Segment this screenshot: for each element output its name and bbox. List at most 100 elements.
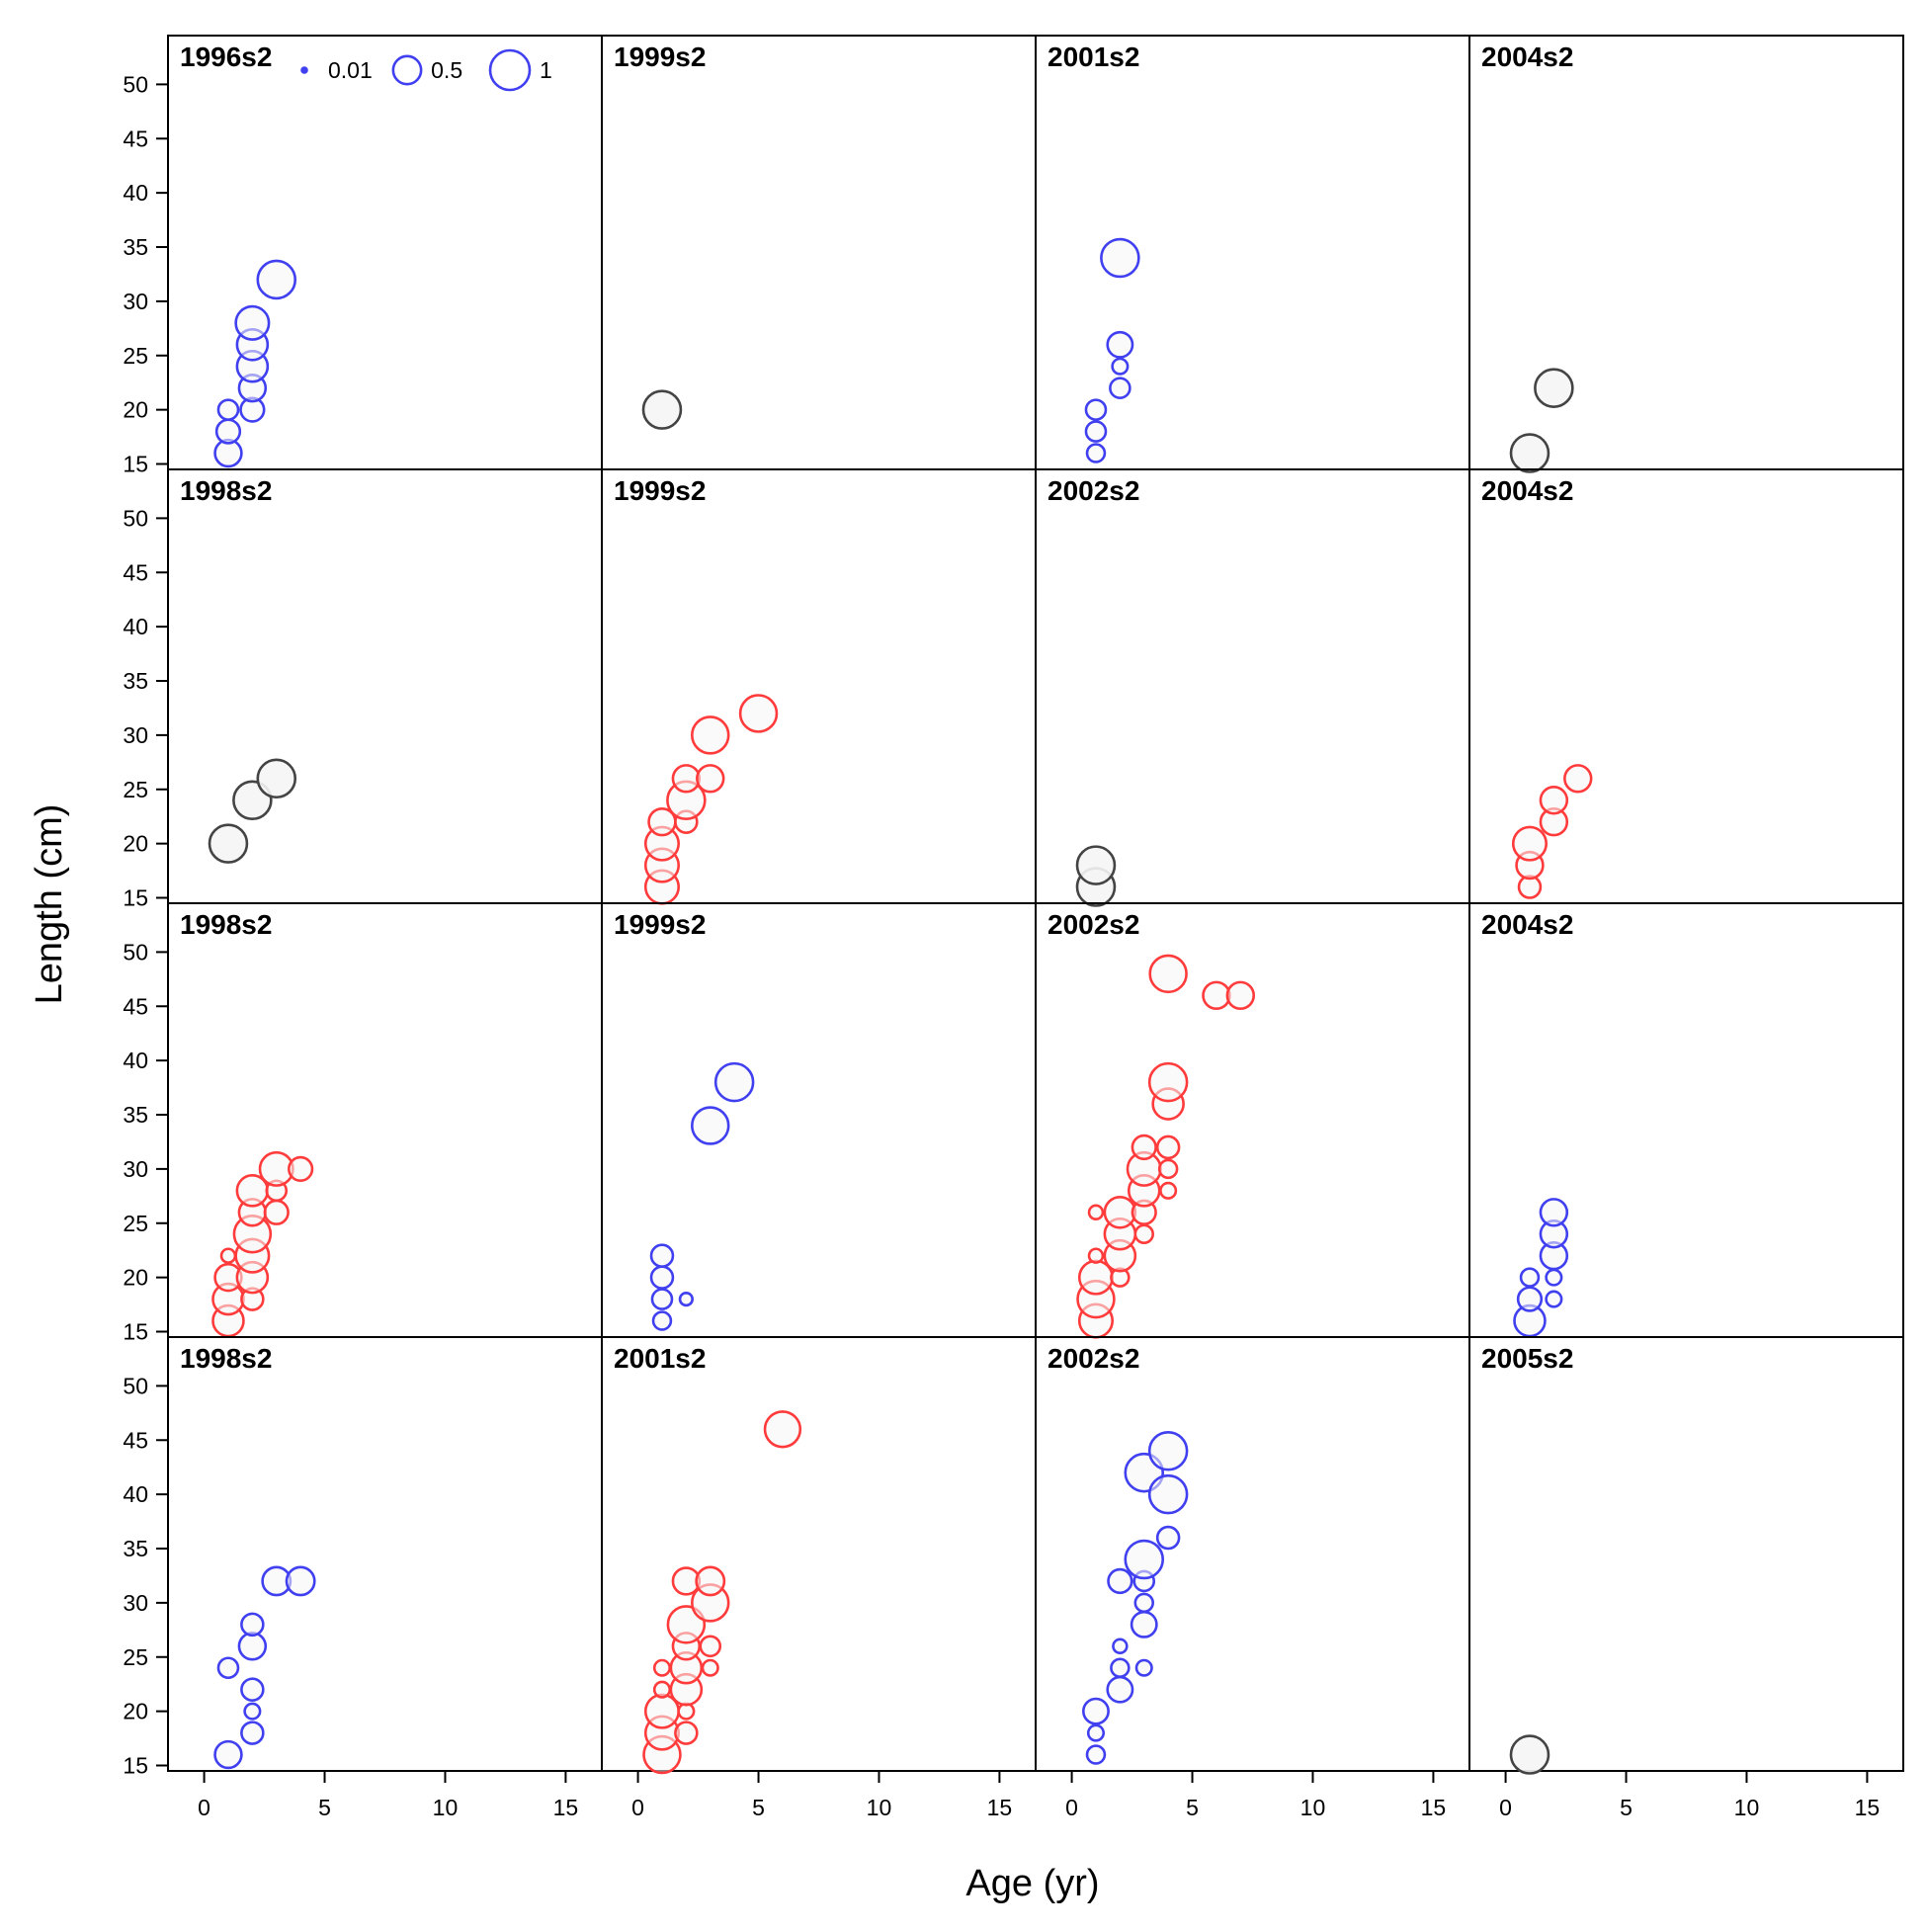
x-tick-label: 10 xyxy=(867,1795,892,1820)
y-tick-label: 40 xyxy=(123,1481,148,1507)
x-tick-label: 0 xyxy=(1499,1795,1512,1820)
bubble-point xyxy=(1130,1610,1158,1638)
x-tick-label: 0 xyxy=(631,1795,644,1820)
y-tick-label: 40 xyxy=(123,180,148,206)
panel: 1998s2 xyxy=(167,902,603,1338)
bubble-point xyxy=(240,1677,265,1702)
legend-label: 0.01 xyxy=(328,57,373,83)
panel: 2004s2 xyxy=(1468,468,1904,904)
bubble-point xyxy=(1147,1473,1189,1515)
panel-label: 1999s2 xyxy=(614,909,706,940)
bubble-point xyxy=(1084,420,1108,443)
x-tick-label: 0 xyxy=(198,1795,210,1820)
bubble-point xyxy=(652,1680,672,1699)
x-tick-label: 15 xyxy=(553,1795,579,1820)
panel-label: 1998s2 xyxy=(180,1343,272,1374)
axes-layer: 1520253035404550152025303540455015202530… xyxy=(123,71,1880,1820)
panel: 1996s2 xyxy=(167,35,603,470)
x-tick-label: 10 xyxy=(1300,1795,1326,1820)
panel-frame xyxy=(167,1336,603,1772)
bubble-point xyxy=(1509,1734,1550,1775)
bubble-point xyxy=(1157,1158,1179,1180)
bubble-point xyxy=(1155,1134,1181,1160)
panel-label: 2002s2 xyxy=(1047,1343,1139,1374)
bubble-point xyxy=(666,1605,707,1644)
x-tick-label: 5 xyxy=(752,1795,765,1820)
y-tick-label: 15 xyxy=(123,1753,148,1779)
bubble-point xyxy=(1511,825,1549,862)
legend-bubble xyxy=(300,66,308,74)
bubble-point xyxy=(1133,1223,1154,1244)
bubble-point xyxy=(1085,1744,1107,1765)
bubble-point xyxy=(1109,377,1131,399)
panel-frame xyxy=(1468,35,1904,470)
panel-label: 1999s2 xyxy=(614,475,706,506)
y-tick-label: 30 xyxy=(123,722,148,748)
legend-bubble xyxy=(391,54,423,86)
bubble-point xyxy=(208,823,249,864)
y-tick-label: 25 xyxy=(123,1644,148,1670)
bubble-point xyxy=(263,1199,290,1225)
panel-label: 2004s2 xyxy=(1481,42,1573,72)
y-tick-label: 50 xyxy=(123,71,148,97)
bubble-point xyxy=(1133,1592,1154,1614)
y-tick-label: 45 xyxy=(123,1427,148,1453)
bubble-point xyxy=(671,764,702,794)
bubble-point xyxy=(1545,1268,1563,1287)
y-tick-label: 25 xyxy=(123,777,148,802)
bubble-point xyxy=(649,1243,675,1268)
bubble-point xyxy=(649,1265,675,1290)
bubble-point xyxy=(216,1656,240,1680)
bubble-point xyxy=(691,1106,730,1145)
bubble-point xyxy=(699,1635,722,1658)
bubble-point xyxy=(1534,368,1574,408)
panel-label: 1998s2 xyxy=(180,909,272,940)
legend-label: 0.5 xyxy=(431,57,462,83)
bubble-point xyxy=(1100,237,1140,279)
legend-bubble xyxy=(488,48,532,92)
bubble-point xyxy=(1131,1134,1157,1161)
bubble-point xyxy=(1082,1697,1110,1725)
panel: 1999s2 xyxy=(601,902,1037,1338)
bubble-point xyxy=(641,389,683,430)
y-tick-label: 20 xyxy=(123,1265,148,1291)
bubble-point xyxy=(1124,1539,1165,1580)
bubble-point xyxy=(285,1565,316,1597)
panel-label: 2002s2 xyxy=(1047,909,1139,940)
y-tick-label: 30 xyxy=(123,1590,148,1616)
bubble-point xyxy=(652,1658,672,1677)
panel-label: 2001s2 xyxy=(614,1343,706,1374)
bubble-point xyxy=(240,1721,265,1745)
bubble-point xyxy=(1519,1267,1541,1288)
bubble-point xyxy=(1103,1195,1137,1229)
bubble-point xyxy=(738,694,779,733)
panel: 2002s2 xyxy=(1035,468,1470,907)
panel-label: 2004s2 xyxy=(1481,475,1573,506)
panel: 2004s2 xyxy=(1468,902,1904,1338)
bubble-point xyxy=(1516,1286,1544,1312)
bubble-point xyxy=(240,1612,265,1638)
panel-label: 1998s2 xyxy=(180,475,272,506)
bubble-point xyxy=(1159,1181,1178,1200)
bubble-point xyxy=(691,715,730,755)
bubble-point xyxy=(1106,330,1134,359)
y-tick-label: 20 xyxy=(123,397,148,423)
x-tick-label: 15 xyxy=(1421,1795,1447,1820)
bubble-point xyxy=(219,1247,237,1264)
y-tick-label: 50 xyxy=(123,1373,148,1398)
y-tick-label: 35 xyxy=(123,234,148,260)
panels-layer: 1996s2 1999s2 2001s2 2004s2 1998s2 1999s2 2002… xyxy=(167,35,1904,1775)
bubble-point xyxy=(1086,1723,1106,1742)
x-tick-label: 10 xyxy=(1734,1795,1760,1820)
bubble-point xyxy=(1084,398,1108,421)
panel-label: 1996s2 xyxy=(180,42,272,72)
bubble-point xyxy=(1509,433,1550,473)
bubble-point xyxy=(1107,1567,1133,1595)
bubble-point xyxy=(1087,1247,1105,1264)
y-tick-label: 35 xyxy=(123,1102,148,1128)
panel: 2005s2 xyxy=(1468,1336,1904,1775)
panel-label: 1999s2 xyxy=(614,42,706,72)
x-tick-label: 5 xyxy=(1620,1795,1633,1820)
bubble-point xyxy=(1134,1658,1153,1677)
